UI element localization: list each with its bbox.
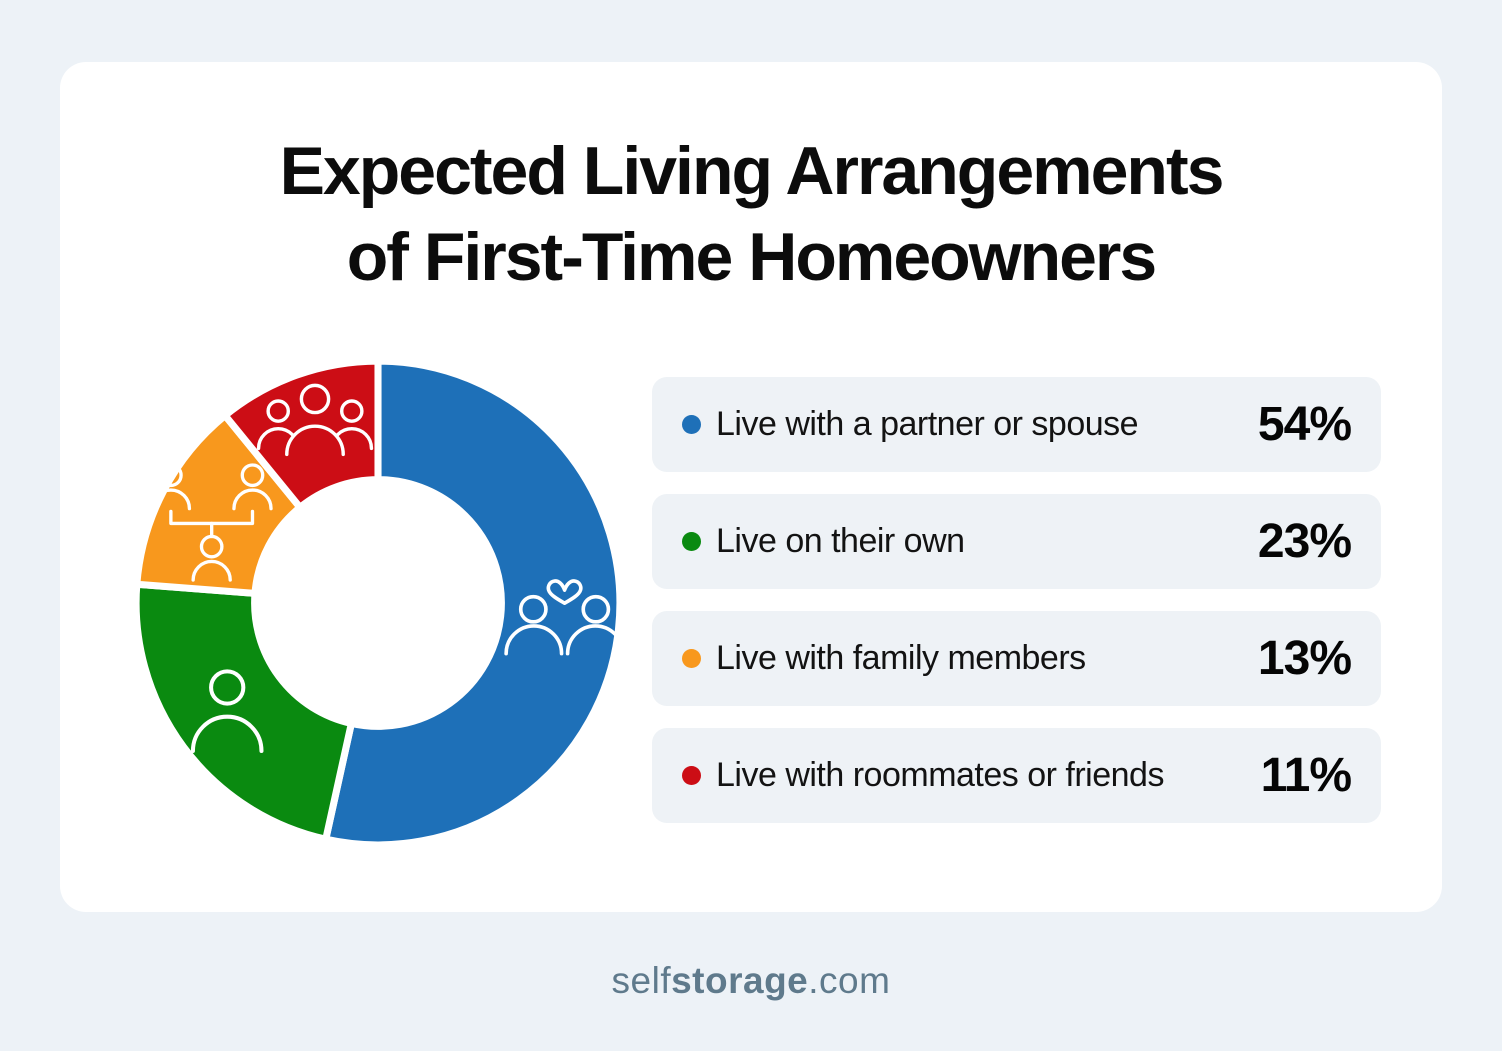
donut-chart — [126, 351, 630, 855]
family-tree-icon — [150, 463, 273, 582]
couple-with-heart-icon — [504, 579, 625, 656]
legend-label: Live with roommates or friends — [716, 756, 1164, 794]
legend-label: Live with a partner or spouse — [716, 405, 1139, 443]
legend-dot-orange — [682, 649, 701, 668]
footer-logo: selfstorage.com — [0, 960, 1502, 1002]
donut-segments — [132, 357, 624, 849]
legend-row-own: Live on their own 23% — [652, 494, 1381, 589]
brand-storage: storage — [671, 960, 809, 1001]
donut-segment-1 — [132, 580, 355, 843]
legend: Live with a partner or spouse 54% Live o… — [652, 377, 1381, 823]
legend-dot-red — [682, 766, 701, 785]
legend-dot-blue — [682, 415, 701, 434]
title-line-2: of First-Time Homeowners — [346, 219, 1157, 295]
group-of-people-icon — [256, 383, 374, 458]
legend-row-family: Live with family members 13% — [652, 611, 1381, 706]
legend-value: 11% — [1260, 749, 1352, 802]
donut-segment-0 — [322, 357, 624, 849]
title-line-1: Expected Living Arrangements — [279, 133, 1225, 209]
legend-row-roommates: Live with roommates or friends 11% — [652, 728, 1381, 823]
legend-value: 13% — [1257, 632, 1352, 685]
legend-label: Live with family members — [716, 639, 1086, 677]
brand-self: self — [611, 960, 672, 1001]
legend-value: 54% — [1257, 398, 1352, 451]
single-person-icon — [190, 669, 264, 753]
infographic-card: Expected Living Arrangements of First-Ti… — [60, 62, 1442, 912]
legend-value: 23% — [1257, 515, 1352, 568]
legend-dot-green — [682, 532, 701, 551]
donut-chart-svg — [132, 357, 625, 849]
brand-dot-com: .com — [808, 960, 891, 1001]
legend-label: Live on their own — [716, 522, 965, 560]
page-title: Expected Living Arrangements of First-Ti… — [60, 128, 1442, 300]
legend-row-partner: Live with a partner or spouse 54% — [652, 377, 1381, 472]
